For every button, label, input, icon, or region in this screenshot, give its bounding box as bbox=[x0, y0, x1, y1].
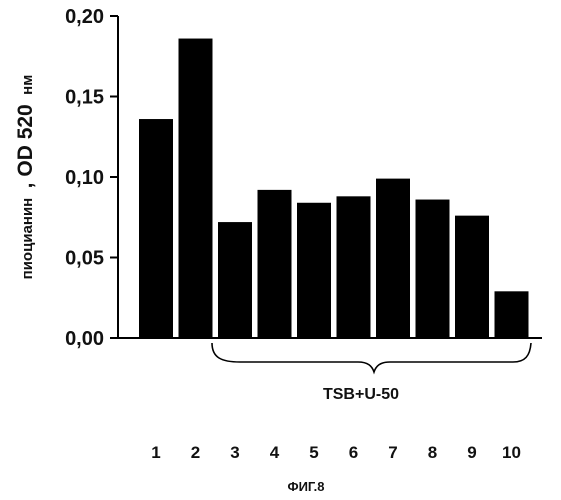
x-category-label: 1 bbox=[151, 443, 160, 462]
group-brace bbox=[212, 343, 531, 372]
x-category-label: 3 bbox=[230, 443, 239, 462]
y-tick-label: 0,05 bbox=[65, 248, 104, 270]
bar bbox=[495, 291, 529, 338]
y-tick-label: 0,15 bbox=[65, 87, 104, 109]
y-axis-title: пиоцианин , OD 520 нм bbox=[14, 75, 37, 280]
group-label: TSB+U-50 bbox=[323, 386, 399, 403]
bar bbox=[179, 39, 213, 338]
x-category-label: 4 bbox=[270, 443, 280, 462]
x-category-label: 6 bbox=[349, 443, 358, 462]
bar bbox=[376, 179, 410, 338]
figure-label: ФИГ.8 bbox=[287, 479, 324, 494]
x-category-label: 5 bbox=[309, 443, 318, 462]
bar bbox=[416, 200, 450, 338]
y-axis-title-part2: , OD 520 bbox=[14, 104, 37, 188]
y-axis-title-part3: нм bbox=[19, 75, 36, 95]
y-axis-title-part1: пиоцианин bbox=[19, 198, 36, 280]
bar bbox=[258, 190, 292, 338]
y-ticks: 0,00 0,05 0,10 0,15 0,20 bbox=[65, 6, 118, 350]
y-tick-label: 0,10 bbox=[65, 167, 104, 189]
bar bbox=[139, 119, 173, 338]
bar bbox=[297, 203, 331, 338]
x-category-labels: 1 2 3 4 5 6 7 8 9 10 bbox=[151, 443, 521, 462]
bars bbox=[139, 39, 529, 338]
y-tick-label: 0,20 bbox=[65, 6, 104, 28]
x-category-label: 7 bbox=[388, 443, 397, 462]
x-category-label: 9 bbox=[467, 443, 476, 462]
x-category-label: 10 bbox=[502, 443, 521, 462]
bar bbox=[455, 216, 489, 338]
bar bbox=[218, 222, 252, 338]
y-tick-label: 0,00 bbox=[65, 328, 104, 350]
x-category-label: 2 bbox=[191, 443, 200, 462]
x-category-label: 8 bbox=[428, 443, 437, 462]
bar bbox=[337, 196, 371, 338]
